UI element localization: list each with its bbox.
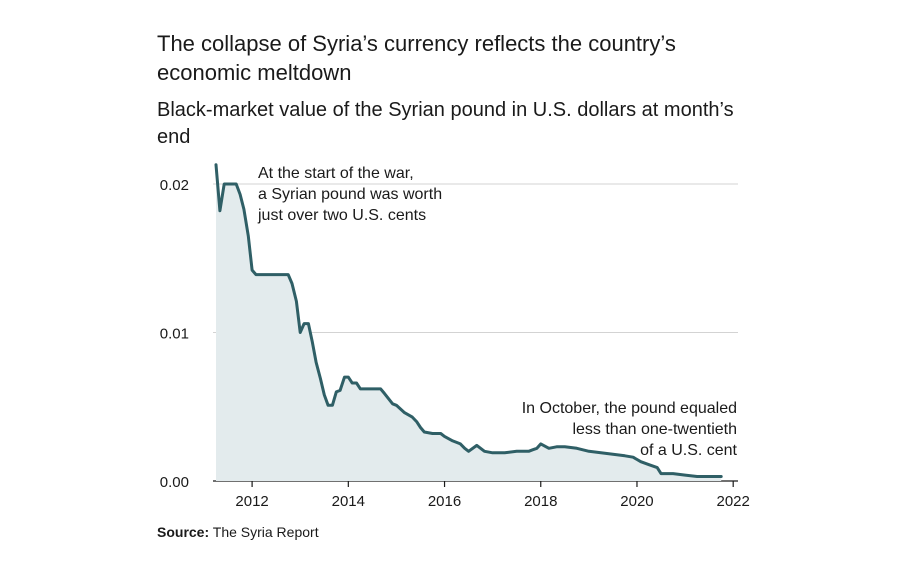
source-text: The Syria Report bbox=[209, 524, 319, 540]
x-tick-label: 2018 bbox=[524, 493, 557, 510]
area-layer bbox=[216, 164, 722, 481]
series-area bbox=[216, 164, 722, 481]
x-tick-label: 2014 bbox=[332, 493, 365, 510]
source-note: Source: The Syria Report bbox=[157, 524, 319, 540]
x-tick-label: 2012 bbox=[235, 493, 268, 510]
annotations: At the start of the war, a Syrian pound w… bbox=[257, 165, 738, 459]
x-tick-label: 2020 bbox=[620, 493, 653, 510]
annotation-line: At the start of the war, bbox=[258, 165, 414, 182]
annotation-war-start: At the start of the war, a Syrian pound w… bbox=[257, 165, 442, 224]
series-line bbox=[214, 163, 723, 478]
annotation-line: a Syrian pound was worth bbox=[258, 186, 442, 203]
x-tick-label: 2022 bbox=[717, 493, 750, 510]
x-axis-ticks: 2012 2014 2016 2018 2020 2022 bbox=[235, 481, 750, 510]
annotation-line: of a U.S. cent bbox=[640, 442, 737, 459]
source-label: Source: bbox=[157, 524, 210, 540]
annotation-line: In October, the pound equaled bbox=[522, 400, 737, 417]
annotation-line: less than one-twentieth bbox=[572, 421, 737, 438]
chart-subtitle: Black-market value of the Syrian pound i… bbox=[157, 99, 734, 148]
x-tick-label: 2016 bbox=[428, 493, 461, 510]
y-tick-label: 0.02 bbox=[160, 177, 189, 194]
annotation-october: In October, the pound equaled less than o… bbox=[522, 400, 738, 459]
y-tick-label: 0.01 bbox=[160, 326, 189, 343]
line-layer bbox=[214, 163, 723, 478]
chart-title: The collapse of Syria’s currency reflect… bbox=[157, 31, 676, 85]
annotation-line: just over two U.S. cents bbox=[257, 207, 426, 224]
y-tick-label: 0.00 bbox=[160, 474, 189, 491]
y-axis-ticks: 0.00 0.01 0.02 bbox=[160, 177, 189, 491]
